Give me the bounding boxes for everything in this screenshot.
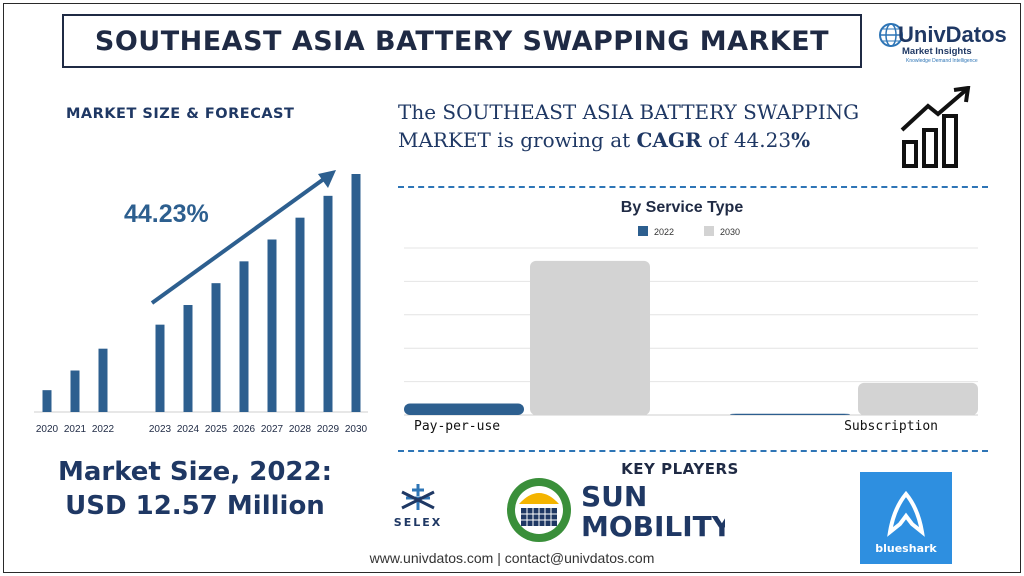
legend-label: 2022 — [654, 227, 674, 237]
service-category-label: Subscription — [844, 419, 938, 434]
forecast-tick-label: 2028 — [289, 424, 312, 435]
forecast-tick-label: 2030 — [345, 424, 368, 435]
service-bar — [730, 413, 850, 415]
legend-label: 2030 — [720, 227, 740, 237]
service-bar — [858, 382, 978, 415]
globe-icon — [879, 23, 903, 47]
univdatos-logo: UnivDatos Market Insights Knowledge Dema… — [878, 18, 1007, 66]
blueshark-logo: blueshark — [860, 472, 952, 564]
forecast-bar — [267, 239, 277, 412]
logo-tagline: Knowledge Demand Intelligence — [906, 58, 978, 64]
forecast-tick-label: 2022 — [92, 424, 115, 435]
forecast-tick-label: 2026 — [233, 424, 256, 435]
selex-logo: SELEX — [394, 484, 442, 529]
forecast-bar — [42, 390, 52, 412]
market-size-heading: MARKET SIZE & FORECAST — [66, 106, 295, 122]
logo-sub: Market Insights — [902, 46, 972, 57]
shark-fin-icon: blueshark — [875, 490, 937, 555]
sun-mobility-logo: SUN MOBILITY — [507, 478, 725, 543]
growth-chart-icon — [900, 86, 971, 168]
forecast-tick-label: 2025 — [205, 424, 228, 435]
forecast-bar — [239, 261, 249, 412]
forecast-tick-label: 2024 — [177, 424, 200, 435]
forecast-bar — [155, 324, 165, 412]
cagr-value: of 44.23 — [701, 128, 792, 152]
forecast-tick-label: 2027 — [261, 424, 284, 435]
forecast-bar — [351, 174, 361, 412]
mobility-text: MOBILITY — [581, 510, 725, 543]
service-bar — [530, 260, 650, 415]
arrow-up-right-icon — [318, 170, 336, 188]
blueshark-text: blueshark — [875, 542, 937, 555]
sun-text: SUN — [581, 480, 647, 513]
forecast-tick-label: 2021 — [64, 424, 87, 435]
logo-name: UnivDatos — [898, 22, 1007, 47]
cagr-text-line1: The SOUTHEAST ASIA BATTERY SWAPPING — [398, 100, 860, 124]
forecast-bar — [323, 195, 333, 412]
market-size-callout: Market Size, 2022: USD 12.57 Million — [30, 455, 360, 523]
forecast-tick-label: 2023 — [149, 424, 172, 435]
divider-top — [398, 186, 988, 188]
cagr-annotation: 44.23% — [124, 200, 209, 228]
market-size-line1: Market Size, 2022: — [57, 457, 333, 487]
selex-text: SELEX — [394, 516, 442, 529]
legend-swatch — [704, 226, 714, 236]
forecast-tick-label: 2020 — [36, 424, 59, 435]
cagr-sentence: The SOUTHEAST ASIA BATTERY SWAPPING MARK… — [398, 98, 898, 154]
forecast-bar — [98, 348, 108, 412]
forecast-tick-label: 2029 — [317, 424, 340, 435]
service-chart-title: By Service Type — [621, 199, 744, 216]
key-players-heading: KEY PLAYERS — [621, 460, 739, 478]
legend-swatch — [638, 226, 648, 236]
forecast-trend-arrow — [150, 174, 330, 305]
forecast-bar — [211, 283, 221, 412]
forecast-bar — [183, 305, 193, 412]
service-bar — [404, 403, 524, 415]
cagr-label: CAGR — [636, 128, 702, 152]
footer-contact: www.univdatos.com | contact@univdatos.co… — [369, 550, 655, 566]
title-box: SOUTHEAST ASIA BATTERY SWAPPING MARKET — [62, 14, 862, 68]
market-size-line2: USD 12.57 Million — [65, 491, 325, 521]
cagr-pct: % — [791, 128, 811, 152]
page-title: SOUTHEAST ASIA BATTERY SWAPPING MARKET — [94, 25, 830, 57]
service-category-label: Pay-per-use — [414, 419, 500, 434]
cagr-text-line2: MARKET is growing at — [398, 128, 637, 152]
divider-bottom — [398, 450, 988, 452]
forecast-bar — [70, 370, 80, 412]
outer-frame — [3, 3, 1021, 573]
forecast-bar — [295, 217, 305, 412]
